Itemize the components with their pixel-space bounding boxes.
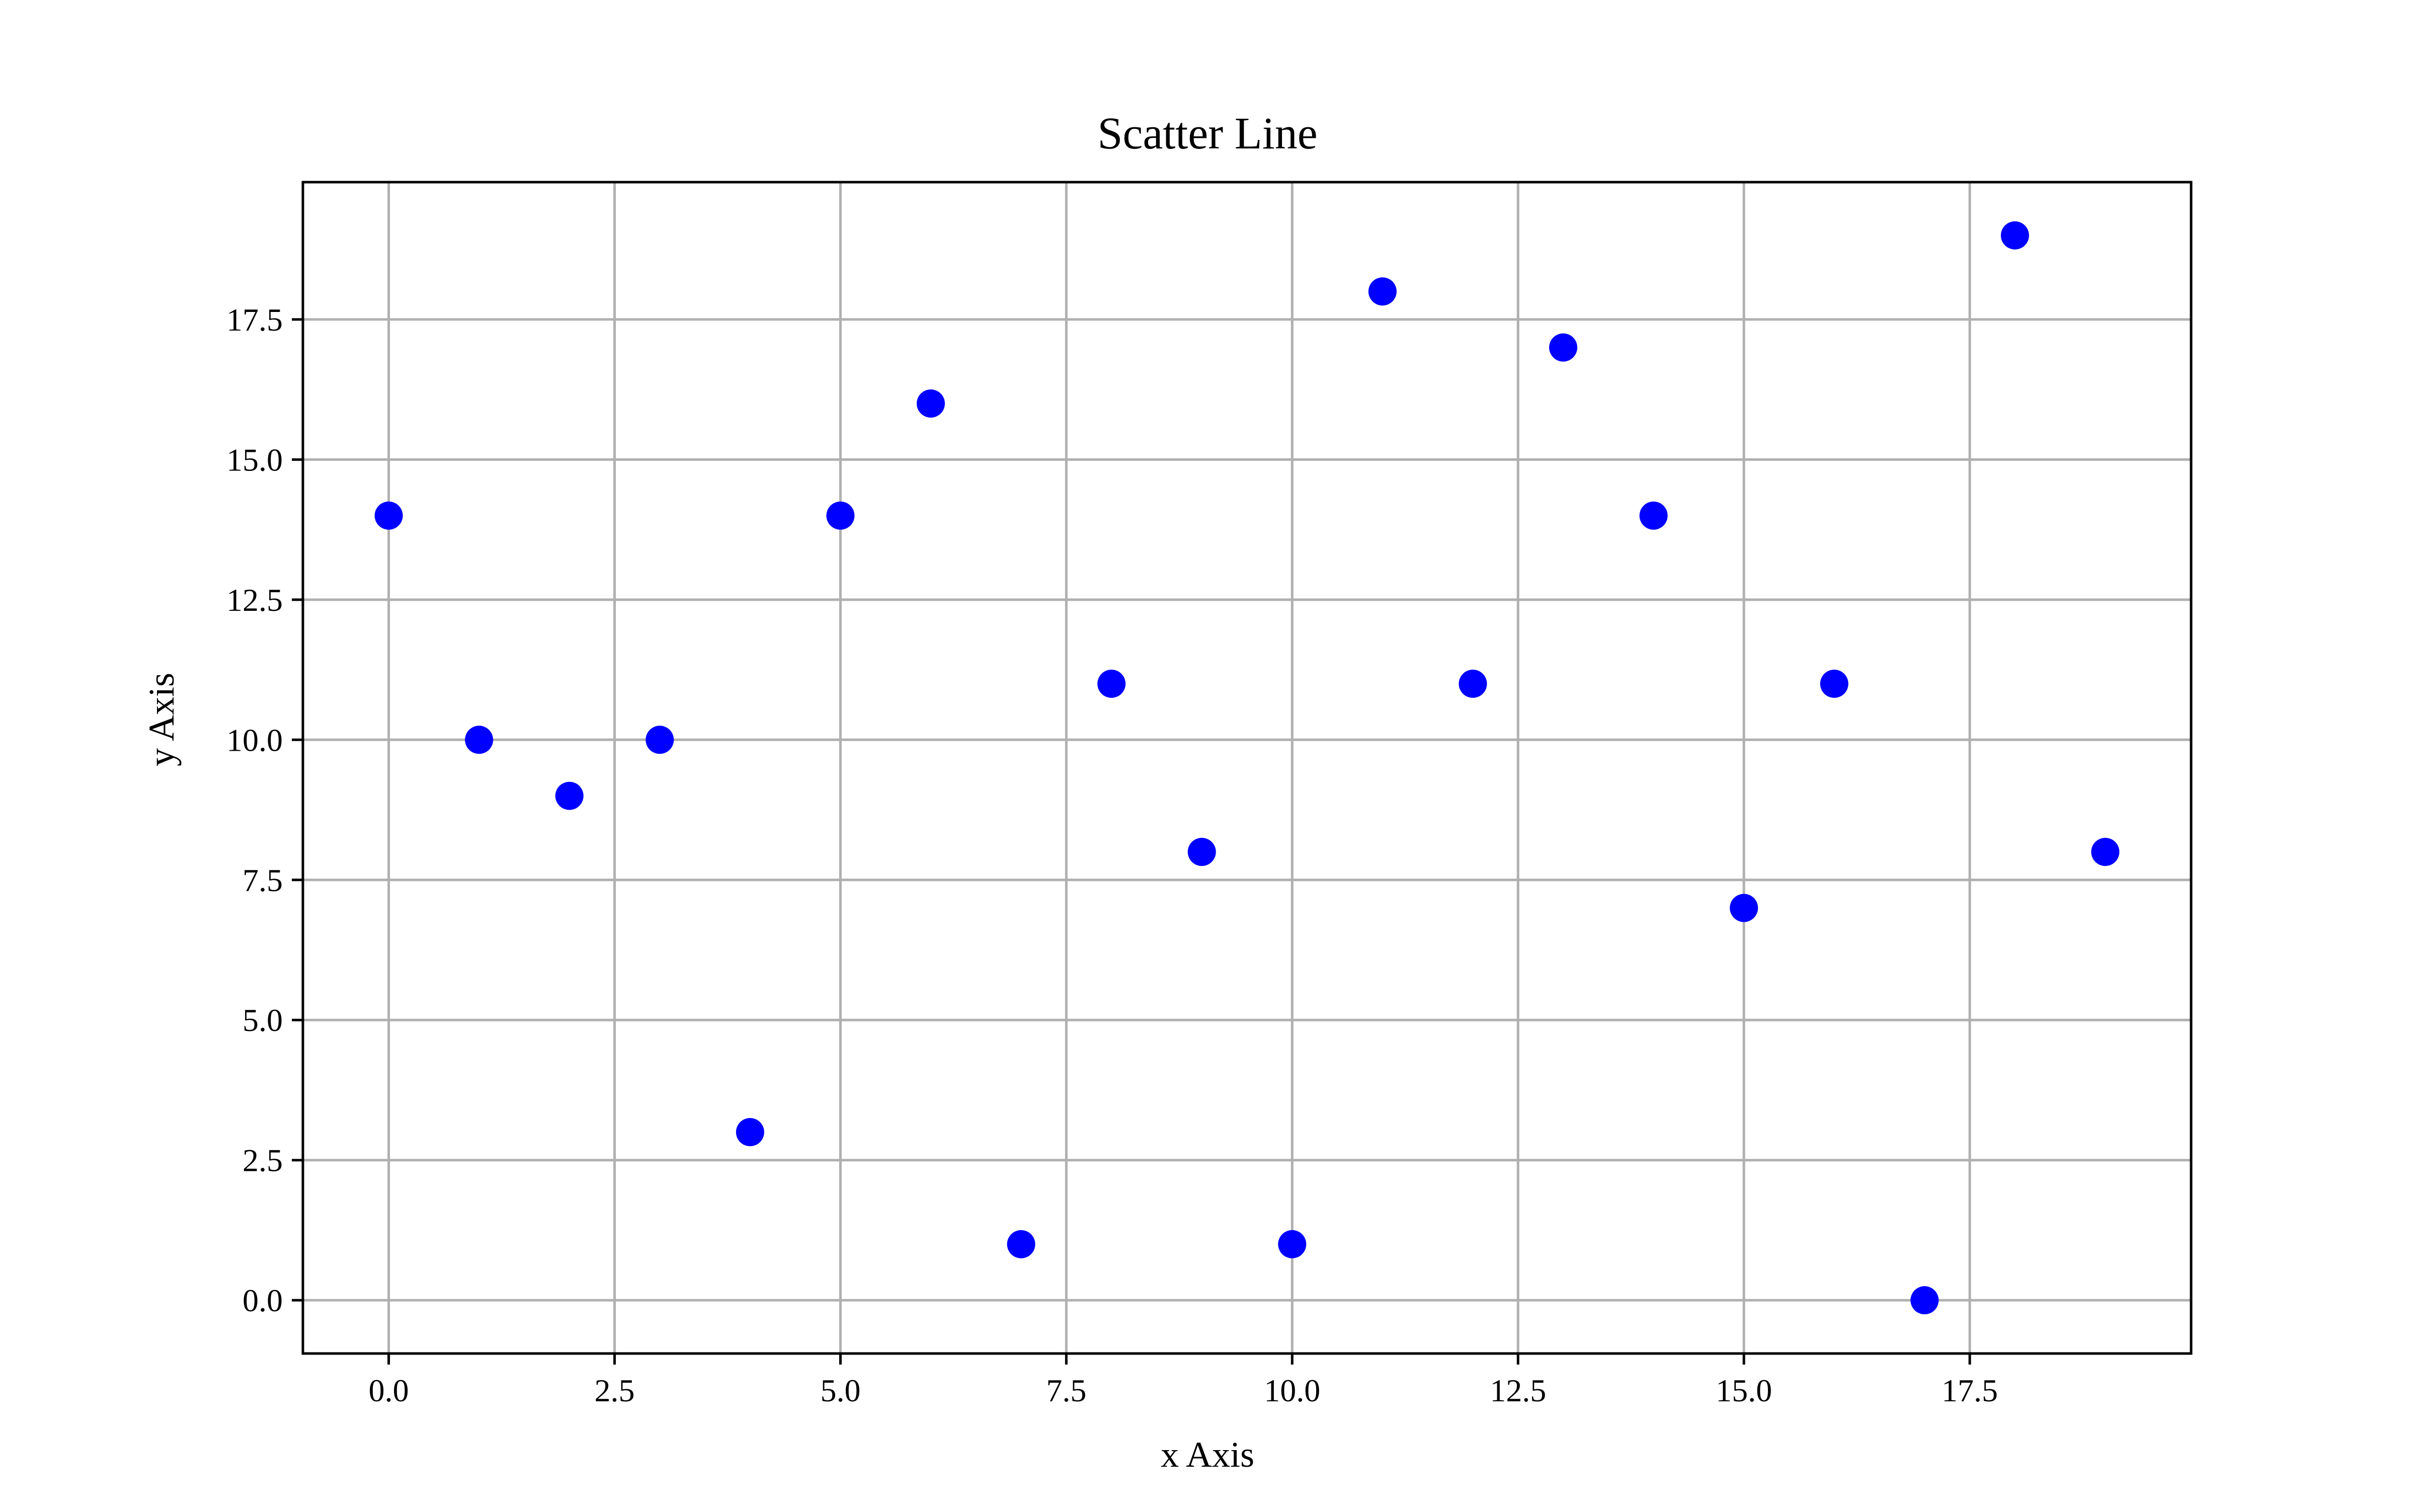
x-tick-label: 12.5 (1490, 1373, 1546, 1408)
y-tick-label: 7.5 (243, 862, 283, 898)
chart-title: Scatter Line (1097, 109, 1317, 158)
data-point (1910, 1286, 1939, 1315)
x-axis-label: x Axis (1161, 1435, 1254, 1475)
data-point (555, 781, 584, 810)
data-point (2091, 838, 2120, 866)
y-tick-label: 0.0 (243, 1283, 283, 1318)
data-point (736, 1118, 764, 1147)
y-tick-label: 15.0 (226, 442, 283, 478)
data-point (646, 726, 674, 754)
data-point (917, 389, 945, 418)
data-point (465, 726, 494, 754)
y-tick-label: 5.0 (243, 1002, 283, 1038)
tick-layer: 0.0 2.5 5.0 7.5 10.0 12.5 15.0 17.5 0.0 2.5 5.0 7.5… (226, 302, 1998, 1408)
data-point (2000, 221, 2029, 250)
x-tick-label: 10.0 (1264, 1373, 1320, 1408)
data-point (1459, 669, 1487, 698)
data-point (1187, 838, 1216, 866)
data-point (1278, 1230, 1307, 1258)
x-tick-label: 17.5 (1942, 1373, 1998, 1408)
data-point (1639, 501, 1668, 530)
x-tick-label: 5.0 (820, 1373, 860, 1408)
x-tick-label: 7.5 (1046, 1373, 1086, 1408)
data-point (1007, 1230, 1035, 1258)
data-point (826, 501, 855, 530)
y-tick-label: 17.5 (226, 302, 283, 338)
data-point (374, 501, 403, 530)
x-tick-label: 0.0 (369, 1373, 409, 1408)
grid-layer (303, 182, 2191, 1354)
y-tick-label: 10.0 (226, 722, 283, 758)
data-point (1820, 669, 1848, 698)
data-point (1368, 277, 1397, 306)
data-point (1730, 894, 1758, 922)
x-tick-label: 2.5 (595, 1373, 635, 1408)
data-points (374, 221, 2120, 1315)
plot-area-frame (301, 181, 2193, 1355)
y-tick-label: 2.5 (243, 1143, 283, 1178)
data-point (1097, 669, 1126, 698)
data-point (1549, 333, 1577, 362)
x-tick-label: 15.0 (1716, 1373, 1772, 1408)
y-axis-label: y Axis (141, 673, 182, 766)
y-tick-label: 12.5 (226, 582, 283, 618)
